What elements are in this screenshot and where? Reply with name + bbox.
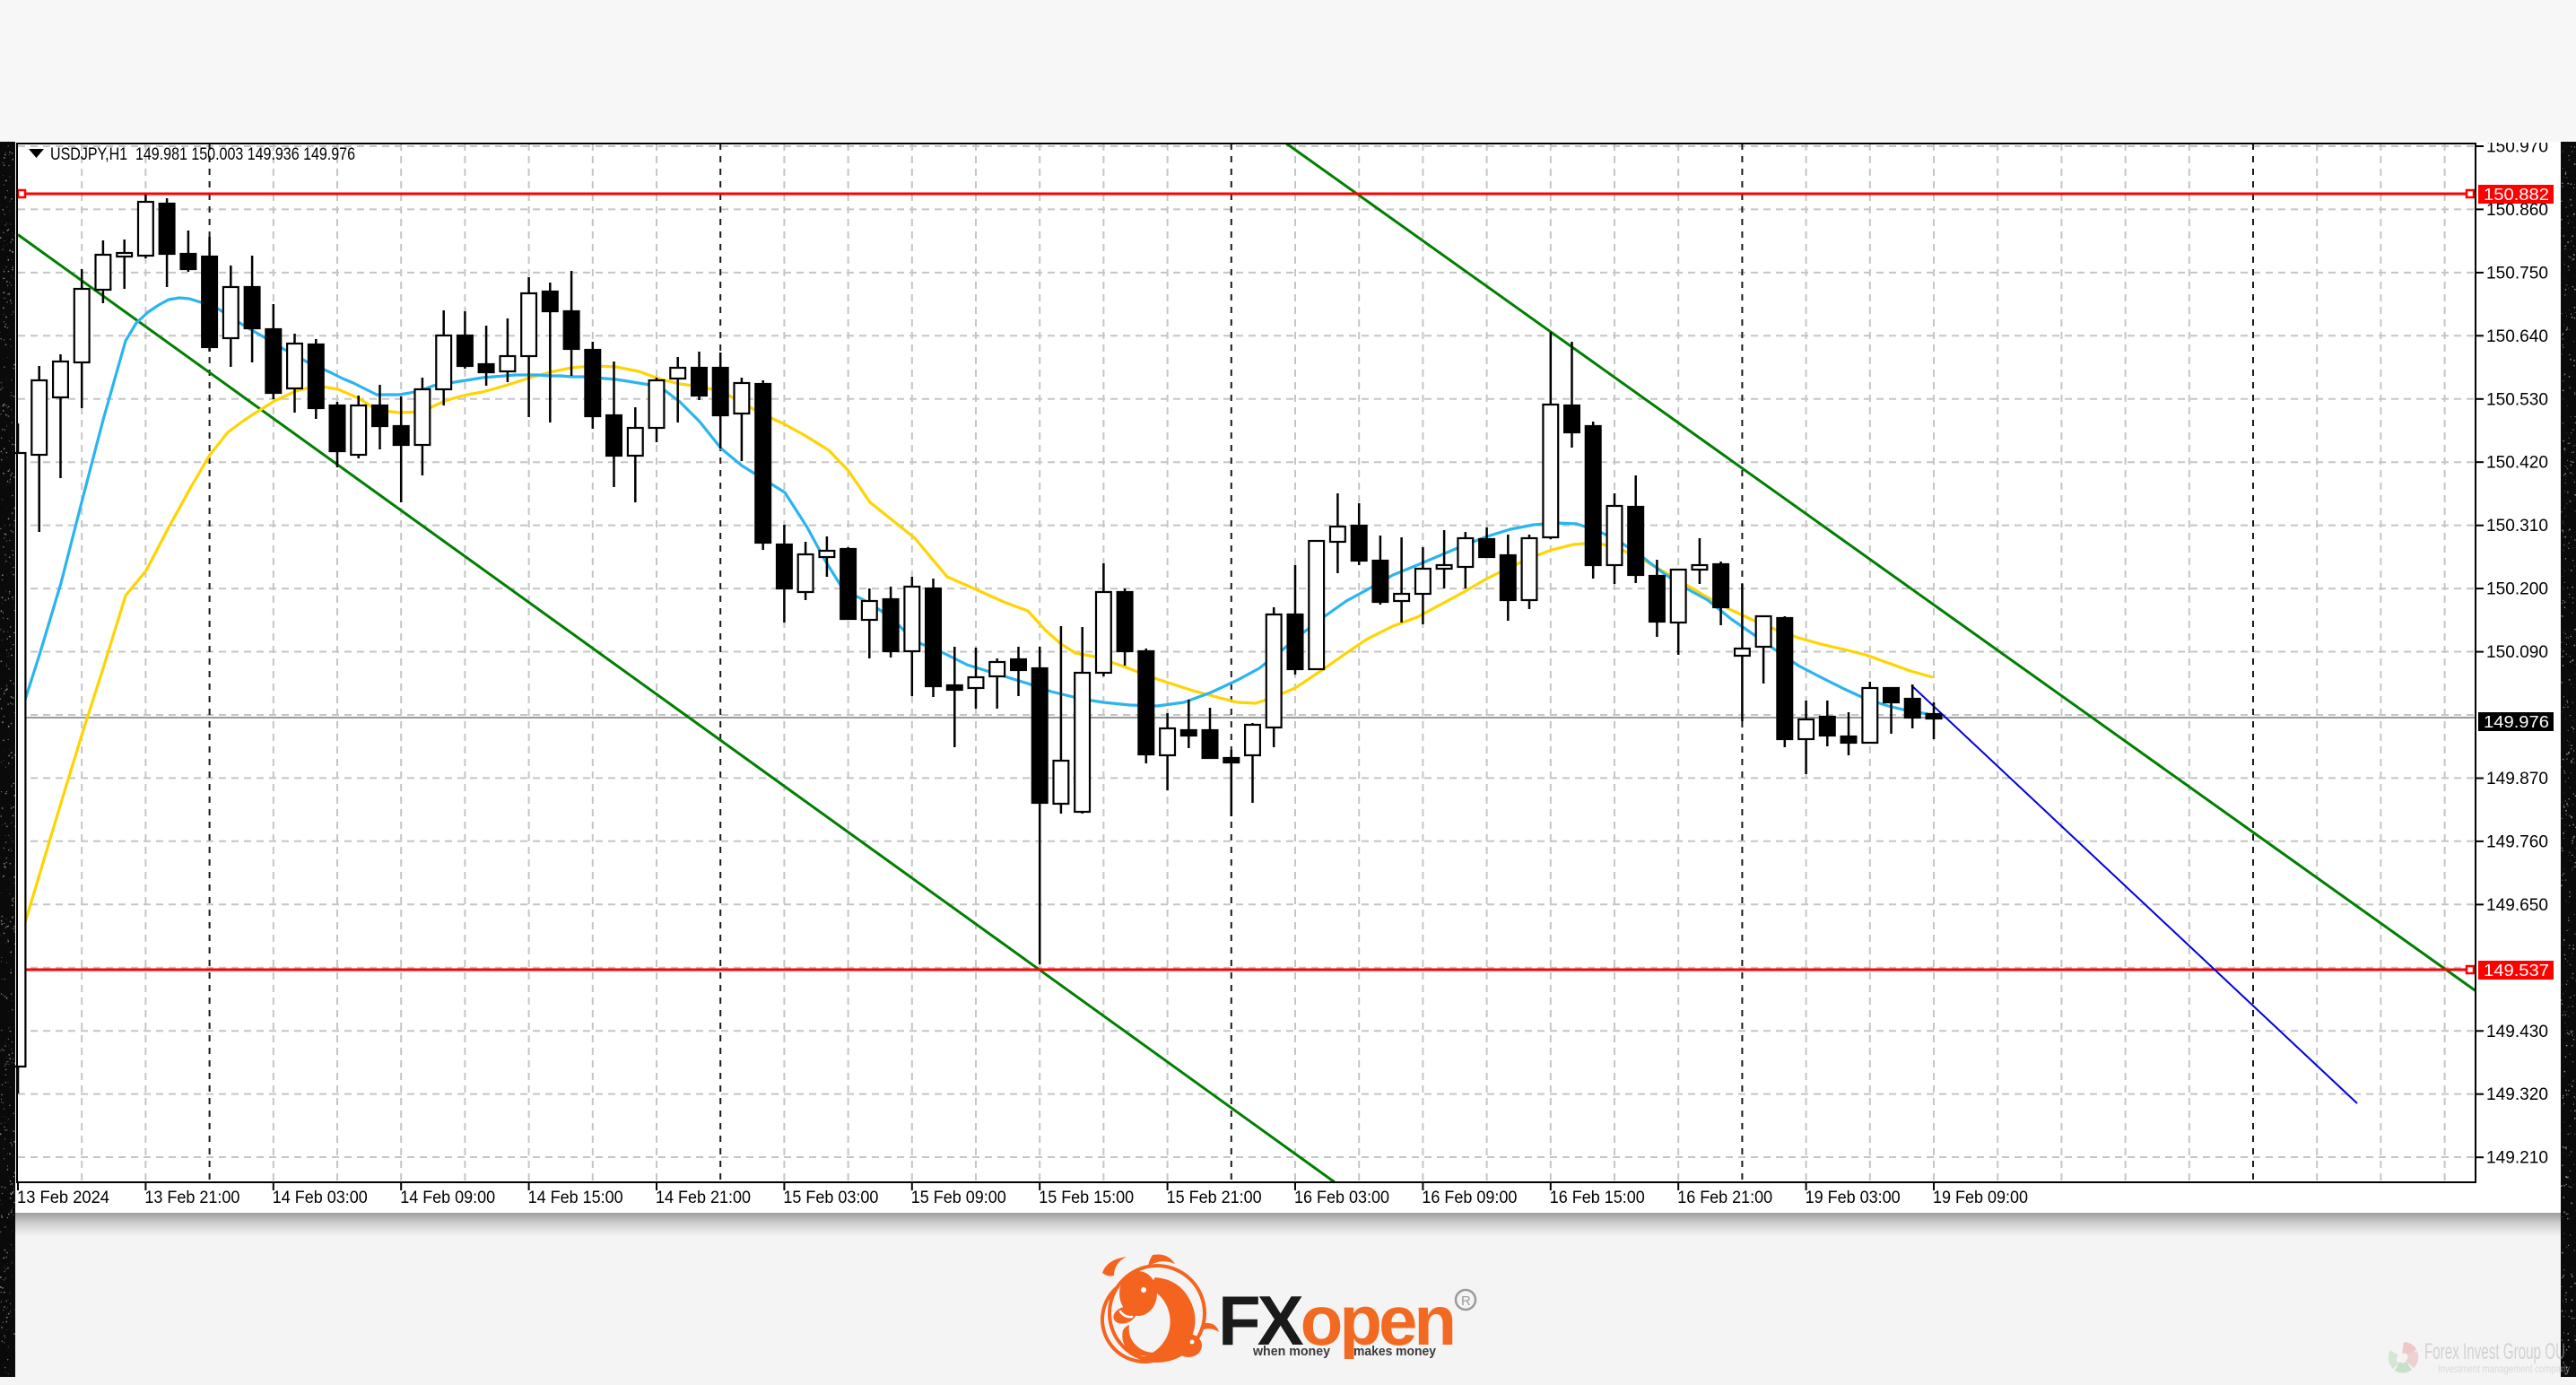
svg-text:15 Feb 15:00: 15 Feb 15:00 [1039,1189,1134,1207]
svg-text:149.320: 149.320 [2486,1085,2548,1104]
svg-text:149.210: 149.210 [2486,1149,2548,1168]
svg-text:16 Feb 15:00: 16 Feb 15:00 [1550,1189,1645,1207]
svg-text:150.310: 150.310 [2486,517,2548,536]
svg-text:19 Feb 09:00: 19 Feb 09:00 [1933,1189,2028,1207]
svg-text:149.976: 149.976 [2484,713,2549,731]
svg-text:USDJPY,H1 149.981 150.003 149: USDJPY,H1 149.981 150.003 149.936 149.97… [50,145,355,164]
svg-text:Investment management company: Investment management company [2438,1363,2570,1375]
svg-text:149.870: 149.870 [2486,770,2548,788]
svg-text:15 Feb 09:00: 15 Feb 09:00 [911,1189,1006,1207]
svg-text:FXopen: FXopen [1218,1281,1453,1360]
svg-text:150.200: 150.200 [2486,580,2548,599]
svg-text:16 Feb 03:00: 16 Feb 03:00 [1294,1189,1389,1207]
svg-text:when money: when money [1252,1345,1330,1359]
svg-text:15 Feb 03:00: 15 Feb 03:00 [783,1189,878,1207]
svg-text:13 Feb 21:00: 13 Feb 21:00 [144,1189,239,1207]
svg-text:Forex Invest Group OU: Forex Invest Group OU [2424,1339,2565,1364]
svg-text:R: R [1461,1294,1471,1309]
svg-text:15 Feb 21:00: 15 Feb 21:00 [1167,1189,1262,1207]
svg-text:150.640: 150.640 [2486,327,2548,346]
svg-text:150.860: 150.860 [2486,201,2548,220]
svg-text:150.090: 150.090 [2486,643,2548,662]
svg-text:16 Feb 21:00: 16 Feb 21:00 [1677,1189,1772,1207]
svg-text:149.650: 149.650 [2486,896,2548,915]
svg-text:150.882: 150.882 [2484,186,2549,204]
svg-text:149.537: 149.537 [2484,962,2549,980]
svg-text:16 Feb 09:00: 16 Feb 09:00 [1422,1189,1517,1207]
svg-text:150.420: 150.420 [2486,454,2548,473]
svg-text:150.750: 150.750 [2486,264,2548,283]
svg-text:14 Feb 03:00: 14 Feb 03:00 [273,1189,368,1207]
svg-text:149.430: 149.430 [2486,1023,2548,1041]
svg-text:19 Feb 03:00: 19 Feb 03:00 [1806,1189,1901,1207]
svg-text:14 Feb 15:00: 14 Feb 15:00 [528,1189,623,1207]
svg-text:149.760: 149.760 [2486,832,2548,851]
svg-text:13 Feb 2024: 13 Feb 2024 [17,1189,109,1207]
svg-text:150.530: 150.530 [2486,390,2548,409]
svg-text:14 Feb 09:00: 14 Feb 09:00 [400,1189,495,1207]
svg-text:150.970: 150.970 [2486,138,2548,157]
svg-text:14 Feb 21:00: 14 Feb 21:00 [656,1189,751,1207]
svg-text:makes money: makes money [1353,1345,1436,1359]
